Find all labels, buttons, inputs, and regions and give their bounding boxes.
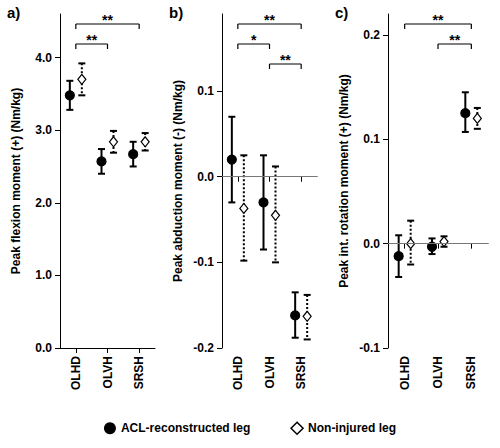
svg-text:SRSH: SRSH	[132, 356, 146, 389]
svg-text:-0.1: -0.1	[359, 341, 380, 355]
svg-text:**: **	[433, 12, 444, 28]
svg-text:2.0: 2.0	[35, 196, 52, 210]
svg-text:Non-injured leg: Non-injured leg	[308, 421, 396, 435]
svg-text:SRSH: SRSH	[464, 356, 478, 389]
svg-text:**: **	[280, 52, 291, 68]
svg-text:**: **	[449, 32, 460, 48]
svg-text:OLHD: OLHD	[398, 356, 412, 390]
svg-text:OLVH: OLVH	[263, 356, 277, 388]
svg-text:-0.2: -0.2	[193, 341, 214, 355]
svg-text:0.1: 0.1	[197, 84, 214, 98]
svg-text:OLHD: OLHD	[69, 356, 83, 390]
svg-text:Peak int. rotation moment (+): Peak int. rotation moment (+) (Nm/kg)	[337, 74, 351, 288]
svg-text:b): b)	[169, 4, 183, 21]
svg-text:*: *	[251, 32, 257, 48]
svg-text:OLHD: OLHD	[231, 356, 245, 390]
svg-text:0.0: 0.0	[363, 237, 380, 251]
svg-text:c): c)	[335, 4, 348, 21]
svg-text:Peak flexion moment (+) (Nm/kg: Peak flexion moment (+) (Nm/kg)	[9, 88, 23, 274]
svg-text:4.0: 4.0	[35, 51, 52, 65]
svg-text:**: **	[102, 12, 113, 28]
svg-text:-0.1: -0.1	[193, 255, 214, 269]
svg-text:**: **	[264, 12, 275, 28]
svg-text:Peak abduction moment (-) (Nm/: Peak abduction moment (-) (Nm/kg)	[171, 80, 185, 282]
svg-text:3.0: 3.0	[35, 123, 52, 137]
svg-text:OLVH: OLVH	[431, 356, 445, 388]
svg-text:0.0: 0.0	[197, 170, 214, 184]
svg-text:**: **	[86, 32, 97, 48]
svg-text:a): a)	[7, 4, 20, 21]
svg-text:SRSH: SRSH	[294, 356, 308, 389]
svg-text:ACL-reconstructed leg: ACL-reconstructed leg	[121, 421, 250, 435]
svg-text:OLVH: OLVH	[101, 356, 115, 388]
svg-text:0.2: 0.2	[363, 28, 380, 42]
svg-text:0.0: 0.0	[35, 341, 52, 355]
svg-text:1.0: 1.0	[35, 268, 52, 282]
svg-text:0.1: 0.1	[363, 132, 380, 146]
